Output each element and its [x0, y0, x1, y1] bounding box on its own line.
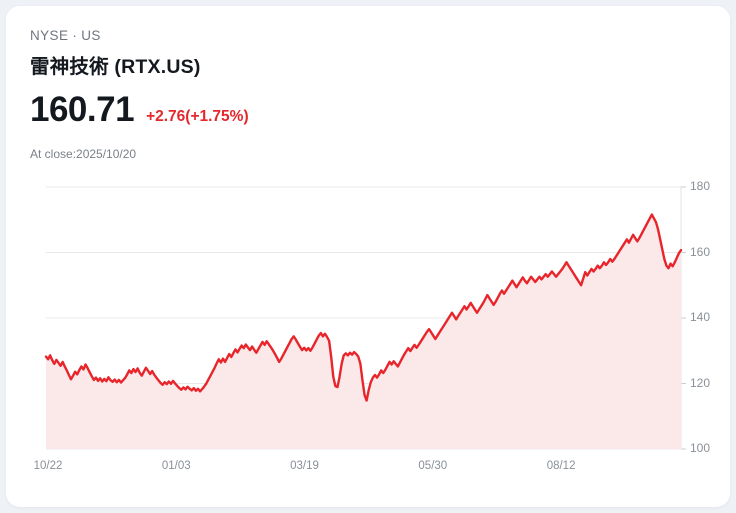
x-axis-label: 10/22 [33, 460, 63, 472]
x-axis-label: 05/30 [418, 460, 448, 472]
y-axis-label: 140 [690, 310, 711, 324]
price-change: +2.76(+1.75%) [146, 108, 249, 125]
region-label: US [81, 28, 101, 43]
exchange-label: NYSE [30, 28, 69, 43]
current-price: 160.71 [30, 90, 135, 129]
x-axis-label: 01/03 [161, 460, 191, 472]
page-title: 雷神技術 (RTX.US) [30, 56, 201, 78]
stock-quote-card: NYSE · US 雷神技術 (RTX.US) 160.71 +2.76(+1.75… [6, 6, 730, 507]
separator-dot: · [72, 28, 78, 43]
price-chart-svg[interactable] [6, 166, 730, 486]
price-row: 160.71 +2.76(+1.75%) [30, 92, 249, 127]
exchange-region-row: NYSE · US [30, 28, 101, 43]
y-axis-label: 120 [690, 375, 711, 390]
x-axis-label: 03/19 [290, 460, 319, 472]
y-axis-label: 100 [690, 441, 711, 455]
y-axis-label: 160 [690, 244, 711, 259]
y-axis-label: 180 [690, 179, 711, 193]
price-chart[interactable]: 100 120 140 160 180 10/22 01/03 03/19 05/30 08/1… [6, 166, 730, 486]
market-status-note: At close:2025/10/20 [30, 147, 137, 161]
price-area-fill [46, 214, 681, 449]
price-line[interactable] [44, 213, 683, 402]
x-axis-label: 08/12 [546, 460, 576, 472]
